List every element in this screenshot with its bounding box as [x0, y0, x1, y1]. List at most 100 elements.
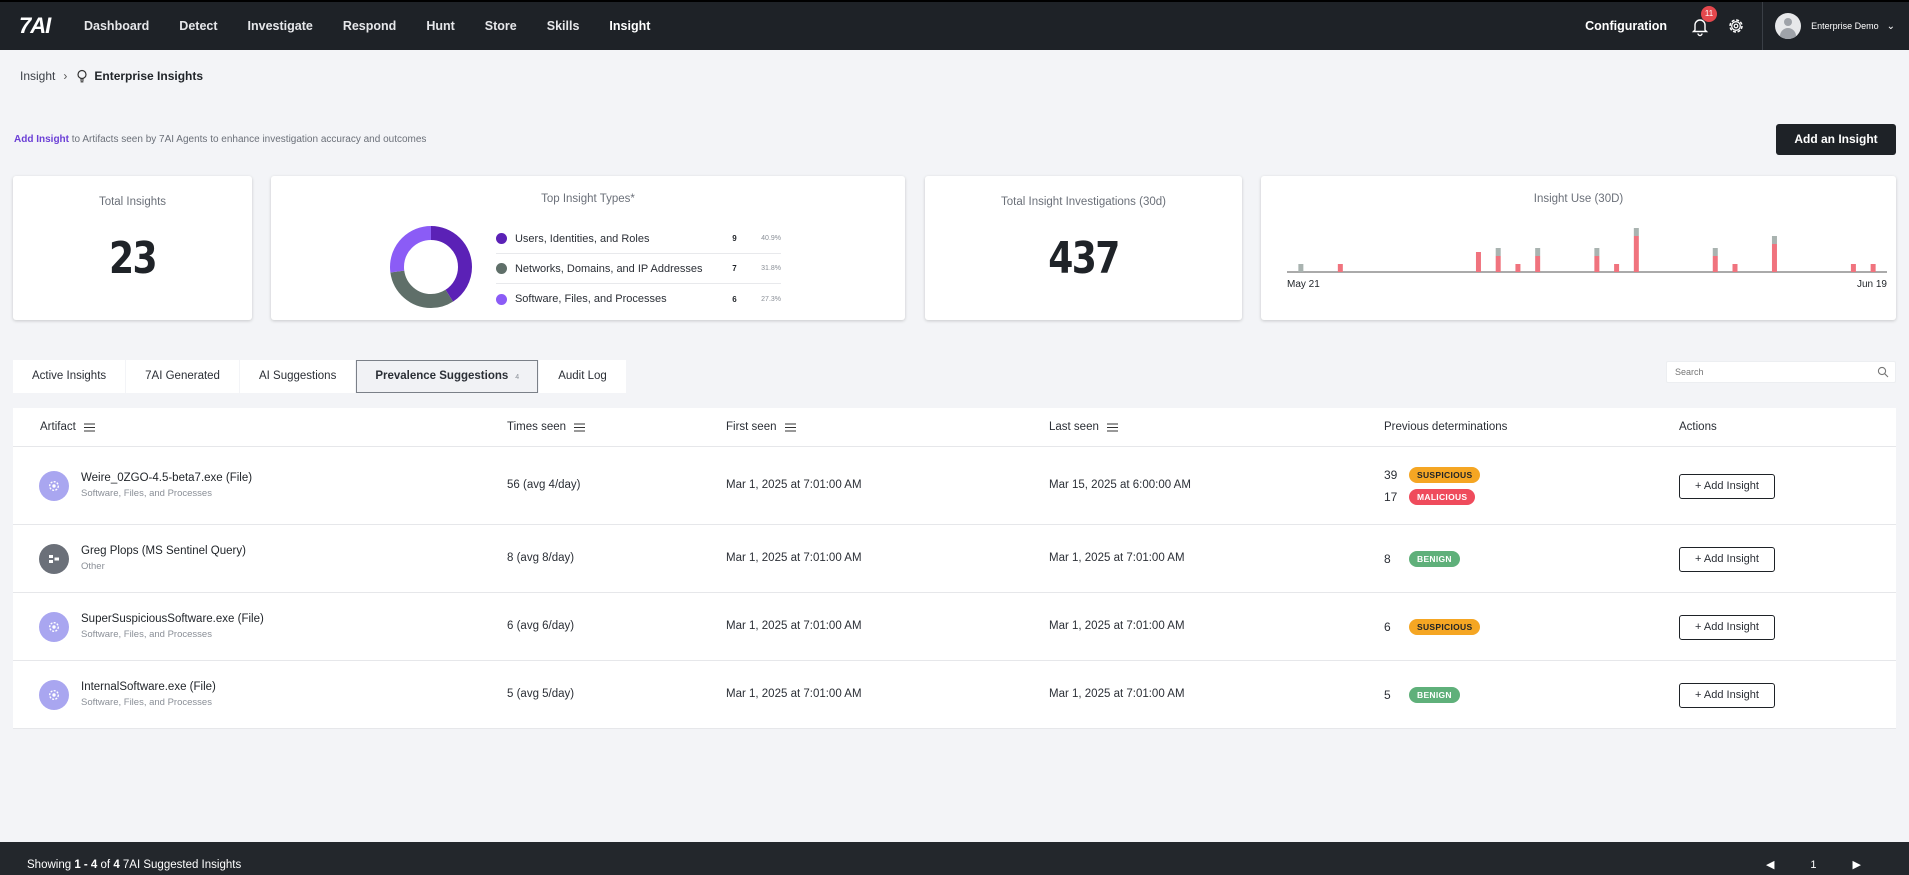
tab-audit-log[interactable]: Audit Log: [539, 360, 626, 393]
determinations-cell: 6 SUSPICIOUS: [1384, 616, 1481, 638]
legend-label: Users, Identities, and Roles: [514, 232, 650, 245]
tab-label: 7AI Generated: [145, 370, 220, 382]
determination-count: 39: [1384, 468, 1398, 482]
add-insight-button[interactable]: Add an Insight: [1776, 124, 1896, 155]
insight-types-donut: [390, 226, 472, 308]
bar-grey-1: [1298, 264, 1304, 272]
nav-item-dashboard[interactable]: Dashboard: [84, 19, 150, 33]
artifact-avatar: [39, 471, 69, 501]
determination-count: 8: [1384, 552, 1391, 566]
pagination-summary: Showing 1 - 4 of 4 7AI Suggested Insight…: [27, 859, 241, 871]
nav-item-respond[interactable]: Respond: [342, 19, 397, 33]
bar-red-25: [1771, 244, 1777, 272]
legend-label: Networks, Domains, and IP Addresses: [514, 262, 703, 275]
column-first-seen-label: First seen: [726, 421, 777, 433]
determination-count: 6: [1384, 620, 1391, 634]
nav-item-detect[interactable]: Detect: [179, 19, 218, 33]
page-title: Enterprise Insights: [94, 69, 204, 83]
add-insight-row-button[interactable]: + Add Insight: [1679, 547, 1775, 572]
determinations-cell: 39 SUSPICIOUS 17 MALICIOUS: [1384, 464, 1481, 508]
current-page[interactable]: 1: [1810, 858, 1817, 871]
query-icon: [49, 555, 59, 563]
artifact-name[interactable]: SuperSuspiciousSoftware.exe (File): [81, 613, 264, 625]
bar-grey-13: [1535, 248, 1541, 256]
breadcrumb-insight[interactable]: Insight: [20, 69, 56, 83]
table-row: Weire_0ZGO-4.5-beta7.exe (File) Software,…: [13, 447, 1896, 525]
column-menu-icon[interactable]: [574, 422, 586, 432]
next-page-icon[interactable]: ▶: [1852, 859, 1861, 871]
user-name: Enterprise Demo: [1811, 21, 1879, 31]
column-menu-icon[interactable]: [1106, 422, 1118, 432]
column-artifact-label: Artifact: [40, 421, 76, 433]
status-badge: BENIGN: [1409, 551, 1460, 567]
nav-item-store[interactable]: Store: [484, 19, 517, 33]
legend-label: Software, Files, and Processes: [514, 293, 667, 305]
column-first-seen[interactable]: First seen: [726, 421, 796, 433]
artifact-name[interactable]: Weire_0ZGO-4.5-beta7.exe (File): [81, 472, 253, 484]
bar-red-11: [1495, 256, 1501, 272]
legend-dot: [496, 293, 507, 305]
card-title: Total Insight Investigations (30d): [1001, 196, 1166, 208]
times-seen-cell: 5 (avg 5/day): [507, 688, 575, 700]
artifact-cell: Weire_0ZGO-4.5-beta7.exe (File) Software,…: [81, 472, 252, 499]
nav-item-investigate[interactable]: Investigate: [247, 19, 313, 33]
column-times-seen-label: Times seen: [507, 421, 567, 433]
status-badge: SUSPICIOUS: [1409, 619, 1481, 635]
summary-total: 4: [113, 859, 120, 871]
settings-gear-icon[interactable]: [1726, 16, 1746, 36]
nav-item-insight[interactable]: Insight: [609, 19, 651, 33]
nav-item-hunt[interactable]: Hunt: [426, 19, 455, 33]
tab-prevalence-suggestions[interactable]: Prevalence Suggestions 4: [356, 360, 539, 393]
prev-page-icon[interactable]: ◀: [1765, 859, 1775, 871]
notifications-button[interactable]: 11: [1689, 6, 1718, 37]
tab-7ai-generated[interactable]: 7AI Generated: [126, 360, 239, 393]
nav-item-skills[interactable]: Skills: [546, 19, 580, 33]
determination: 5 BENIGN: [1384, 684, 1460, 706]
card-title: Total Insights: [98, 196, 167, 208]
artifact-name[interactable]: Greg Plops (MS Sentinel Query): [81, 545, 246, 557]
artifact-category: Software, Files, and Processes: [81, 488, 212, 499]
column-menu-icon[interactable]: [83, 422, 95, 432]
legend-count: 7: [732, 264, 737, 273]
legend-row: Networks, Domains, and IP Addresses 7 31.8…: [496, 254, 781, 284]
bar-red-23: [1732, 264, 1738, 272]
chevron-right-icon: ›: [63, 69, 68, 83]
artifact-name[interactable]: InternalSoftware.exe (File): [81, 681, 216, 693]
add-insight-link[interactable]: Add Insight: [14, 134, 69, 145]
logo[interactable]: 7AI: [19, 13, 51, 38]
pagination: ◀ 1 ▶: [1748, 858, 1879, 872]
artifact-category: Software, Files, and Processes: [81, 697, 212, 708]
bar-grey-25: [1771, 236, 1777, 244]
search-icon[interactable]: [1877, 366, 1889, 378]
search-input[interactable]: [1675, 362, 1870, 382]
legend-count: 9: [732, 234, 737, 243]
determination-count: 17: [1384, 490, 1398, 504]
column-artifact[interactable]: Artifact: [40, 421, 95, 433]
tab-ai-suggestions[interactable]: AI Suggestions: [239, 360, 356, 393]
last-seen-cell: Mar 1, 2025 at 7:01:00 AM: [1049, 552, 1185, 564]
legend-percent: 40.9%: [761, 235, 782, 242]
bar-grey-11: [1495, 248, 1501, 256]
bar-red-12: [1515, 264, 1521, 272]
add-insight-row-button[interactable]: + Add Insight: [1679, 474, 1775, 499]
artifact-avatar: [39, 544, 69, 574]
table-row: SuperSuspiciousSoftware.exe (File) Softwa…: [13, 593, 1896, 661]
column-times-seen[interactable]: Times seen: [507, 421, 586, 433]
tab-active-insights[interactable]: Active Insights: [13, 360, 126, 393]
first-seen-cell: Mar 1, 2025 at 7:01:00 AM: [726, 620, 862, 632]
column-menu-icon[interactable]: [784, 422, 796, 432]
first-seen-cell: Mar 1, 2025 at 7:01:00 AM: [726, 688, 862, 700]
artifact-category: Other: [81, 561, 105, 572]
add-insight-row-button[interactable]: + Add Insight: [1679, 683, 1775, 708]
status-badge: MALICIOUS: [1409, 489, 1476, 505]
artifact-cell: Greg Plops (MS Sentinel Query) Other: [81, 545, 246, 572]
add-insight-row-button[interactable]: + Add Insight: [1679, 615, 1775, 640]
last-seen-cell: Mar 15, 2025 at 6:00:00 AM: [1049, 479, 1191, 491]
user-menu[interactable]: Enterprise Demo ⌄: [1762, 2, 1909, 50]
bar-red-22: [1712, 256, 1718, 272]
configuration-link[interactable]: Configuration: [1585, 19, 1668, 33]
bar-red-17: [1614, 264, 1620, 272]
column-last-seen[interactable]: Last seen: [1049, 421, 1118, 433]
footer-bar: Showing 1 - 4 of 4 7AI Suggested Insight…: [0, 842, 1909, 875]
x-tick-end: Jun 19: [1857, 279, 1887, 290]
